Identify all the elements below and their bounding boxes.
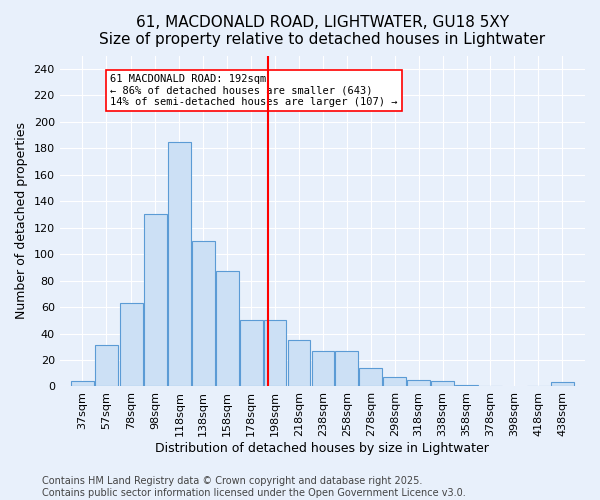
Bar — [311, 350, 334, 386]
Bar — [144, 214, 167, 386]
Y-axis label: Number of detached properties: Number of detached properties — [15, 122, 28, 320]
Bar — [383, 377, 406, 386]
Bar — [240, 320, 263, 386]
Bar — [335, 350, 358, 386]
Bar — [551, 382, 574, 386]
Bar — [359, 368, 382, 386]
Bar — [407, 380, 430, 386]
Bar — [431, 381, 454, 386]
Bar — [168, 142, 191, 386]
Bar — [216, 272, 239, 386]
Text: 61 MACDONALD ROAD: 192sqm
← 86% of detached houses are smaller (643)
14% of semi: 61 MACDONALD ROAD: 192sqm ← 86% of detac… — [110, 74, 397, 107]
Text: Contains HM Land Registry data © Crown copyright and database right 2025.
Contai: Contains HM Land Registry data © Crown c… — [42, 476, 466, 498]
X-axis label: Distribution of detached houses by size in Lightwater: Distribution of detached houses by size … — [155, 442, 489, 455]
Bar — [120, 303, 143, 386]
Bar — [192, 241, 215, 386]
Bar — [71, 381, 94, 386]
Title: 61, MACDONALD ROAD, LIGHTWATER, GU18 5XY
Size of property relative to detached h: 61, MACDONALD ROAD, LIGHTWATER, GU18 5XY… — [99, 15, 545, 48]
Bar — [263, 320, 286, 386]
Bar — [455, 385, 478, 386]
Bar — [287, 340, 310, 386]
Bar — [95, 346, 118, 387]
